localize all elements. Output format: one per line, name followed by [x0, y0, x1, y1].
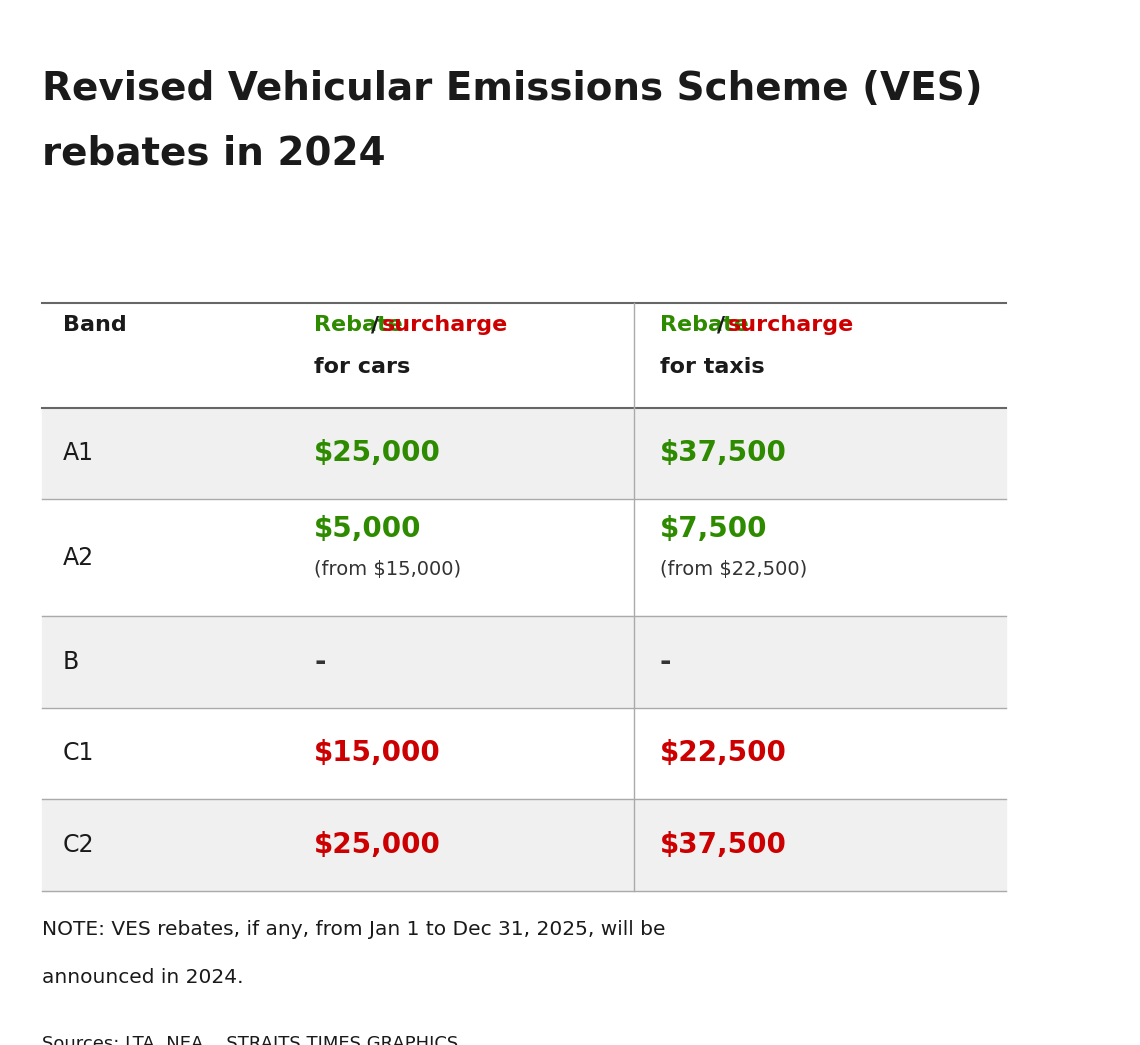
Text: $5,000: $5,000 [315, 515, 422, 543]
Text: surcharge: surcharge [382, 316, 508, 335]
Text: rebates in 2024: rebates in 2024 [42, 134, 385, 172]
Text: Band: Band [63, 316, 127, 335]
Text: $37,500: $37,500 [660, 831, 787, 859]
Bar [42, 408, 1005, 500]
Text: /: / [370, 316, 378, 335]
Text: for cars: for cars [315, 356, 410, 377]
Text: $7,500: $7,500 [660, 515, 767, 543]
Text: $25,000: $25,000 [315, 439, 441, 467]
Bar [42, 303, 1005, 408]
Bar [42, 617, 1005, 707]
Text: Rebate: Rebate [660, 316, 749, 335]
Text: Revised Vehicular Emissions Scheme (VES): Revised Vehicular Emissions Scheme (VES) [42, 70, 983, 108]
Text: A2: A2 [63, 545, 93, 570]
Text: announced in 2024.: announced in 2024. [42, 968, 244, 988]
Text: $22,500: $22,500 [660, 740, 787, 767]
Bar [42, 707, 1005, 799]
Text: NOTE: VES rebates, if any, from Jan 1 to Dec 31, 2025, will be: NOTE: VES rebates, if any, from Jan 1 to… [42, 921, 666, 939]
Text: $37,500: $37,500 [660, 439, 787, 467]
Text: B: B [63, 650, 79, 674]
Text: (from $15,000): (from $15,000) [315, 560, 462, 579]
Text: $25,000: $25,000 [315, 831, 441, 859]
Text: Rebate: Rebate [315, 316, 404, 335]
Text: -: - [315, 648, 326, 676]
Text: (from $22,500): (from $22,500) [660, 560, 807, 579]
Text: C2: C2 [63, 833, 95, 857]
Text: /: / [717, 316, 725, 335]
Text: $15,000: $15,000 [315, 740, 441, 767]
Text: -: - [660, 648, 671, 676]
Bar [42, 799, 1005, 890]
Text: surcharge: surcharge [728, 316, 854, 335]
Text: for taxis: for taxis [660, 356, 765, 377]
Text: C1: C1 [63, 742, 95, 765]
Text: Sources: LTA, NEA    STRAITS TIMES GRAPHICS: Sources: LTA, NEA STRAITS TIMES GRAPHICS [42, 1035, 458, 1045]
Text: A1: A1 [63, 441, 93, 465]
Bar [42, 500, 1005, 617]
